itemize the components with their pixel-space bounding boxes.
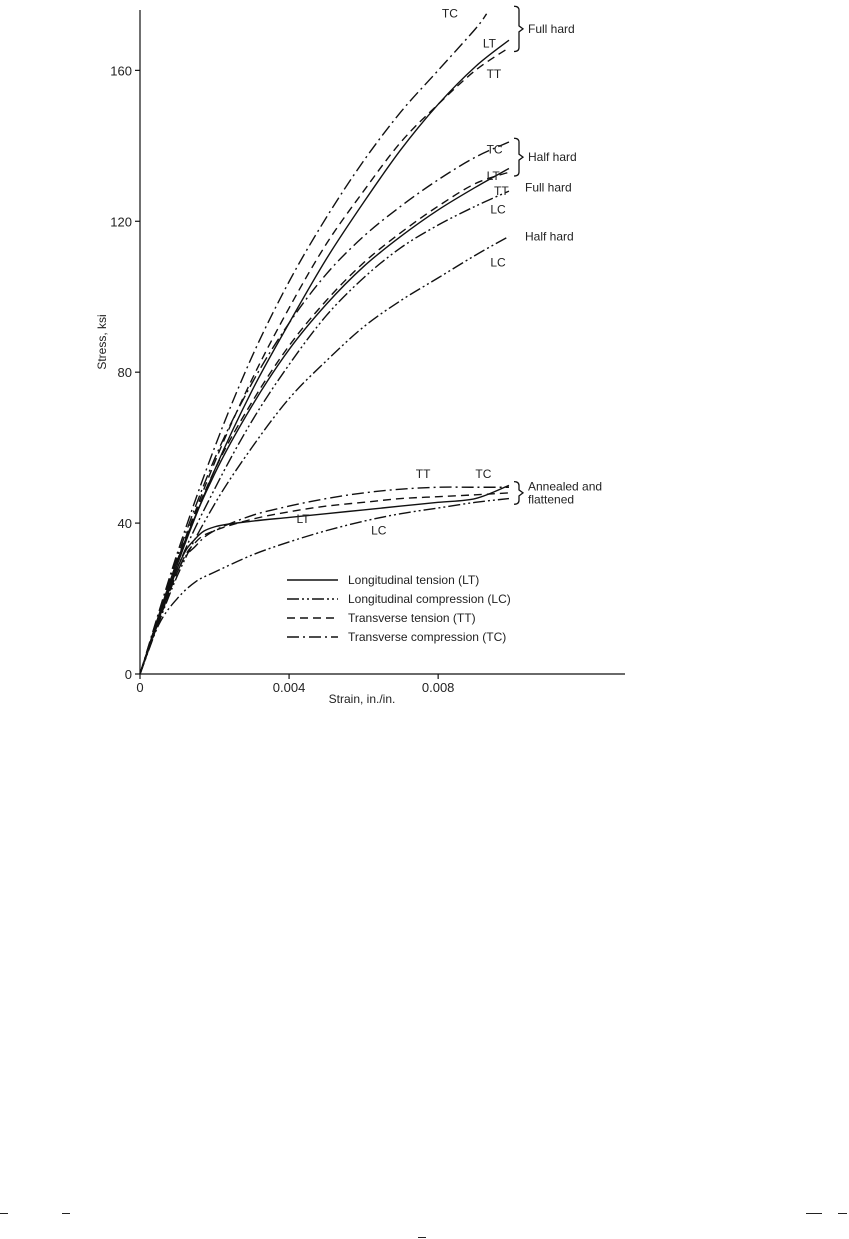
y-tick-label: 160 <box>110 63 132 78</box>
y-tick-label: 0 <box>125 667 132 682</box>
y-tick-label: 40 <box>118 516 132 531</box>
curve-label: LC <box>490 256 506 270</box>
curve-label: TT <box>494 184 509 198</box>
tick-group: 0 40 80 120 160 0 0.004 0.008 <box>110 63 454 695</box>
series-annotation-label: Half hard <box>525 229 574 243</box>
x-axis-label: Strain, in./in. <box>329 692 396 706</box>
page-footer-mark <box>418 1237 426 1238</box>
curve-label: TC <box>487 142 503 156</box>
x-tick-label: 0 <box>136 680 143 695</box>
series-line-tt-half-hard <box>139 171 510 675</box>
series-line-lt-annealed-and-flattened <box>139 484 510 675</box>
curve-label: LT <box>297 512 311 526</box>
series-line-tt-annealed-and-flattened <box>139 492 510 675</box>
y-tick-label: 80 <box>118 365 132 380</box>
curve-label: LT <box>483 37 497 51</box>
curve-label: LC <box>371 523 387 537</box>
curve-label: TC <box>475 467 491 481</box>
group-label: Full hard <box>528 22 575 36</box>
group-label: Annealed and flattened <box>528 479 602 506</box>
legend-label: Transverse tension (TT) <box>348 611 476 625</box>
x-tick-label: 0.004 <box>273 680 306 695</box>
legend-label: Longitudinal tension (LT) <box>348 573 479 587</box>
series-line-lc-full-hard <box>139 190 510 675</box>
group-label-line: Full hard <box>528 22 575 36</box>
curve-label: LT <box>487 169 501 183</box>
legend: Longitudinal tension (LT) Longitudinal co… <box>287 573 511 644</box>
legend-label: Longitudinal compression (LC) <box>348 592 511 606</box>
series-line-lc-annealed-and-flattened <box>139 497 510 675</box>
group-bracket <box>513 5 525 53</box>
series-line-tc-annealed-and-flattened <box>139 486 509 675</box>
series-line-tc-half-hard <box>139 141 510 675</box>
group-label-line: Half hard <box>528 150 577 164</box>
group-bracket <box>513 137 525 177</box>
group-label: Half hard <box>528 150 577 164</box>
group-bracket-layer: Full hard Half hard Annealed and flattened F… <box>513 5 602 506</box>
group-bracket <box>513 480 525 505</box>
page-footer-mark <box>62 1213 70 1214</box>
x-tick-label: 0.008 <box>422 680 455 695</box>
curve-label: TC <box>442 7 458 21</box>
axes <box>139 10 625 675</box>
series-line-lc-half-hard <box>139 235 510 675</box>
page-footer-mark <box>0 1213 8 1214</box>
group-label-line: flattened <box>528 492 574 506</box>
series-line-tt-full-hard <box>139 47 510 675</box>
curve-label: TT <box>487 67 502 81</box>
curve-label: LC <box>490 203 506 217</box>
series-layer <box>139 13 510 675</box>
page-footer-mark <box>806 1213 822 1214</box>
page-footer-mark <box>838 1213 847 1214</box>
series-annotation-label: Full hard <box>525 180 572 194</box>
group-label-line: Annealed and <box>528 479 602 493</box>
curve-label: TT <box>416 467 431 481</box>
y-tick-label: 120 <box>110 214 132 229</box>
legend-label: Transverse compression (TC) <box>348 630 506 644</box>
y-axis-label: Stress, ksi <box>95 314 109 369</box>
